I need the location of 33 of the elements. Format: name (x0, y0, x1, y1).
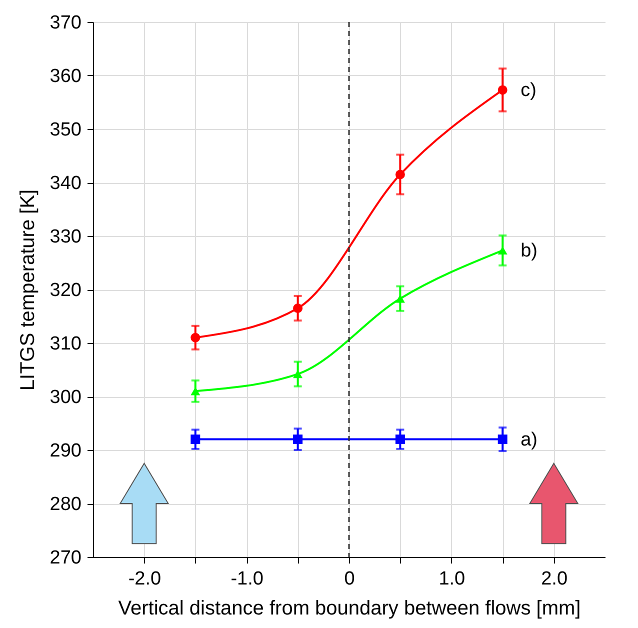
series-label: a) (520, 429, 538, 450)
series-label: b) (520, 240, 538, 262)
point (293, 370, 303, 378)
point (293, 303, 303, 313)
y-tick-label: 330 (50, 226, 82, 248)
point (498, 434, 508, 444)
y-tick-label: 270 (50, 548, 82, 568)
x-tick-label: -1.0 (230, 568, 264, 590)
x-tick-label: -2.0 (128, 568, 162, 590)
y-tick-label: 320 (50, 280, 82, 301)
x-tick-label: 2.0 (541, 568, 568, 590)
y-tick-label: 350 (50, 120, 82, 140)
y-tick-label: 290 (50, 440, 82, 462)
point (190, 434, 200, 444)
point (498, 85, 508, 95)
y-tick-label: 310 (50, 334, 82, 354)
x-tick-label: 1.0 (438, 568, 466, 590)
point (395, 434, 405, 444)
y-tick-label: 370 (50, 12, 82, 34)
series-label: c) (520, 80, 536, 101)
y-tick-label: 280 (50, 494, 82, 515)
point (498, 246, 508, 255)
y-axis-title: LITGS temperature [K] (16, 189, 39, 391)
point (190, 387, 200, 396)
point (395, 170, 405, 180)
y-tick-label: 340 (50, 173, 82, 194)
x-axis-title: Vertical distance from boundary between flows [mm] (118, 598, 581, 620)
point (395, 294, 405, 303)
y-tick-label: 300 (50, 387, 82, 408)
x-tick-label: 0 (344, 568, 355, 590)
y-tick-label: 360 (50, 66, 82, 87)
point (190, 332, 200, 342)
point (293, 434, 303, 444)
